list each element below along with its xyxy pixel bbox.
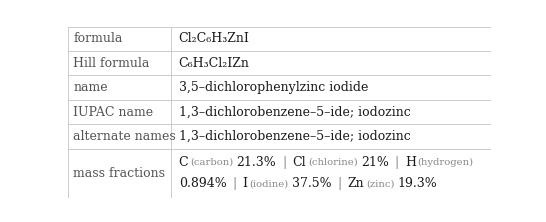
Text: 21.3%: 21.3% <box>236 156 276 169</box>
Text: mass fractions: mass fractions <box>73 167 165 180</box>
Text: Cl₂C₆H₃ZnI: Cl₂C₆H₃ZnI <box>179 32 250 45</box>
Text: |: | <box>395 156 399 169</box>
Text: 21%: 21% <box>361 156 389 169</box>
Text: |: | <box>337 177 342 190</box>
Text: 3,5–dichlorophenylzinc iodide: 3,5–dichlorophenylzinc iodide <box>179 81 368 94</box>
Text: (hydrogen): (hydrogen) <box>418 158 474 167</box>
Text: 37.5%: 37.5% <box>292 177 331 190</box>
Text: IUPAC name: IUPAC name <box>73 106 153 119</box>
Text: Hill formula: Hill formula <box>73 57 150 70</box>
Text: I: I <box>242 177 247 190</box>
Text: 19.3%: 19.3% <box>398 177 437 190</box>
Text: H: H <box>405 156 416 169</box>
Text: |: | <box>233 177 236 190</box>
Text: 1,3–dichlorobenzene–5–ide; iodozinc: 1,3–dichlorobenzene–5–ide; iodozinc <box>179 106 411 119</box>
Text: (zinc): (zinc) <box>366 179 394 188</box>
Text: (iodine): (iodine) <box>249 179 288 188</box>
Text: alternate names: alternate names <box>73 130 176 143</box>
Text: (chlorine): (chlorine) <box>308 158 358 167</box>
Text: name: name <box>73 81 108 94</box>
Text: |: | <box>282 156 287 169</box>
Text: (carbon): (carbon) <box>190 158 233 167</box>
Text: 0.894%: 0.894% <box>179 177 227 190</box>
Text: C₆H₃Cl₂IZn: C₆H₃Cl₂IZn <box>179 57 250 70</box>
Text: 1,3–dichlorobenzene–5–ide; iodozinc: 1,3–dichlorobenzene–5–ide; iodozinc <box>179 130 411 143</box>
Text: Cl: Cl <box>293 156 306 169</box>
Text: C: C <box>179 156 188 169</box>
Text: formula: formula <box>73 32 123 45</box>
Text: Zn: Zn <box>348 177 364 190</box>
